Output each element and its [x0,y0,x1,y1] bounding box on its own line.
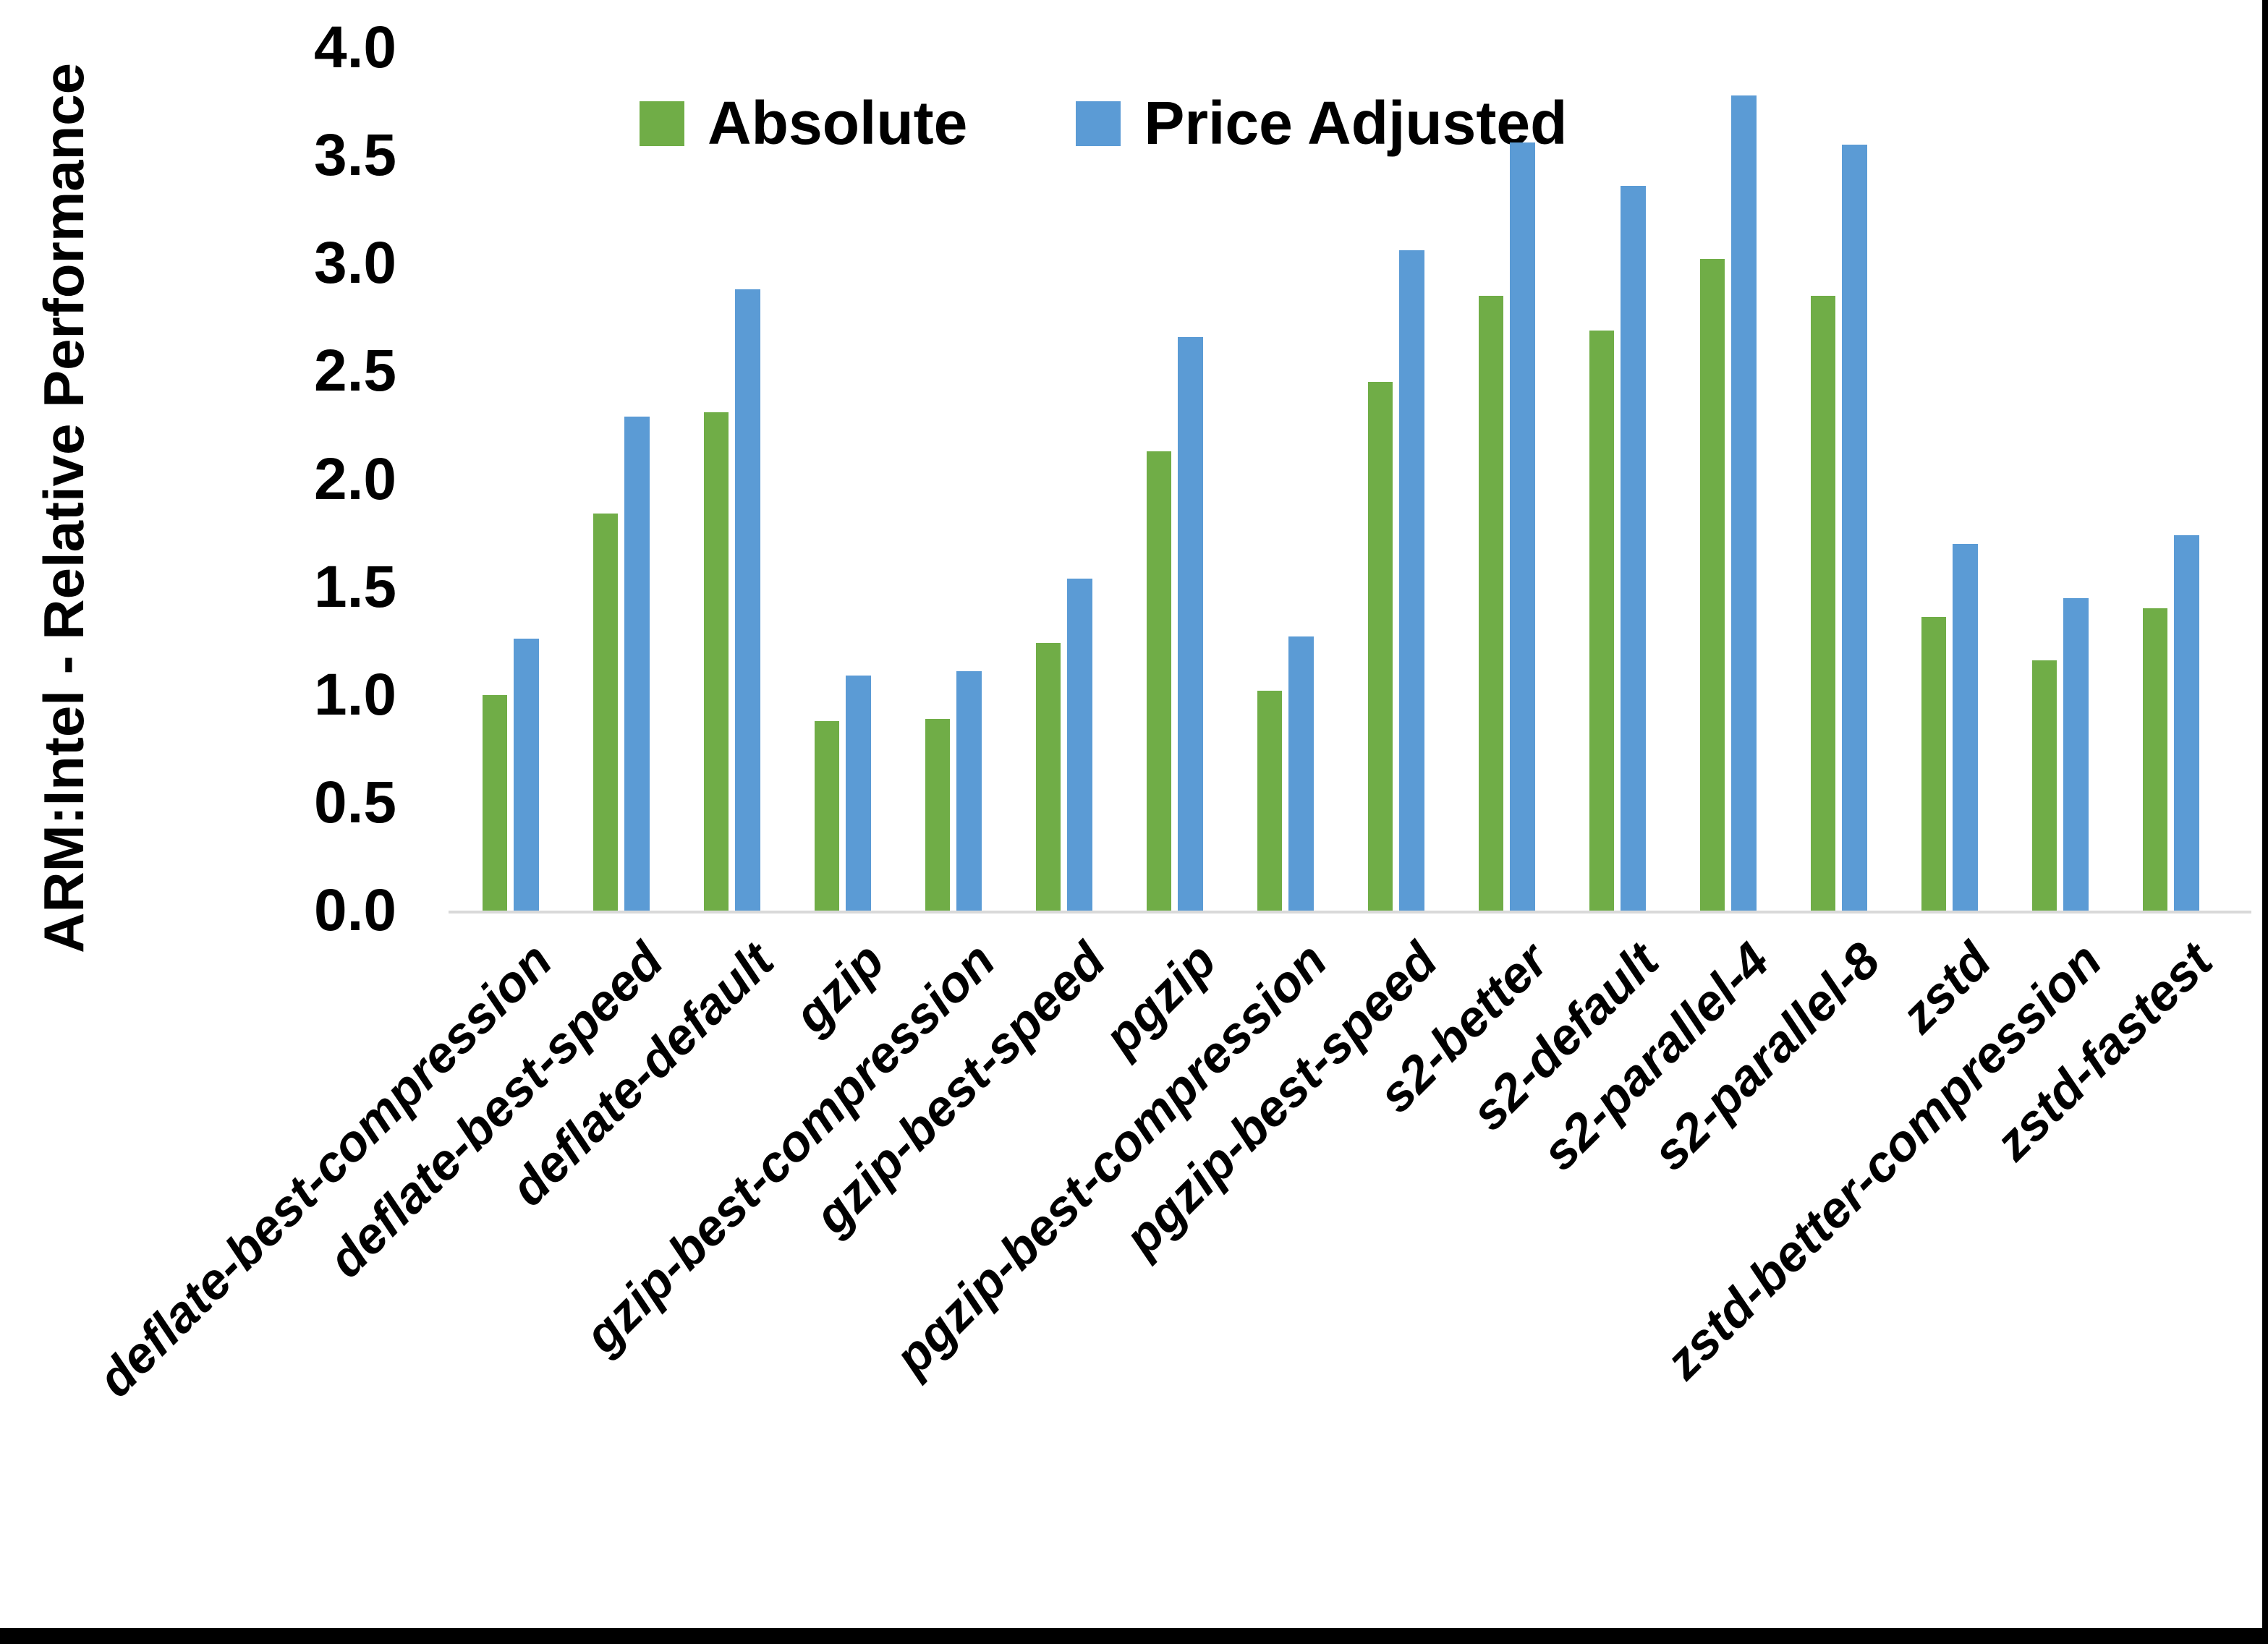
bar-s2-parallel-4-price-adjusted [1731,95,1757,911]
bar-zstd-absolute [1921,617,1946,911]
x-tick-label-deflate-best-compression: deflate-best-compression [87,932,563,1408]
bar-pgzip-best-compression-price-adjusted [1288,636,1314,911]
bar-zstd-price-adjusted [1953,544,1978,911]
bar-gzip-price-adjusted [846,676,871,911]
legend-label: Price Adjusted [1144,89,1568,157]
bar-deflate-best-speed-price-adjusted [624,417,650,911]
bar-s2-default-price-adjusted [1621,186,1646,911]
bar-deflate-best-compression-price-adjusted [514,639,539,911]
bar-deflate-best-speed-absolute [593,514,618,911]
bar-zstd-fastest-absolute [2143,608,2167,911]
bar-zstd-better-compression-absolute [2032,660,2057,911]
y-tick-label: 2.0 [314,446,396,512]
bar-s2-better-price-adjusted [1510,142,1535,911]
bar-zstd-better-compression-price-adjusted [2063,598,2089,911]
y-tick-label: 4.0 [314,14,396,80]
legend-label: Absolute [708,89,968,157]
bar-s2-default-absolute [1589,331,1614,911]
y-tick-label: 0.5 [314,769,396,835]
y-axis-title: ARM:Intel - Relative Performance [32,63,95,953]
bar-s2-parallel-4-absolute [1700,259,1725,911]
bar-pgzip-best-speed-absolute [1368,382,1393,911]
x-axis-line [449,911,2251,913]
y-tick-label: 1.0 [314,661,396,728]
y-tick-label: 1.5 [314,553,396,620]
y-tick-label: 3.5 [314,122,396,189]
legend: Absolute Price Adjusted [640,88,1567,158]
y-tick-label: 2.5 [314,338,396,404]
bar-s2-parallel-8-absolute [1811,296,1835,911]
plot-area [449,48,2250,911]
bar-deflate-default-price-adjusted [735,289,760,911]
legend-item-price-adjusted: Price Adjusted [1076,88,1567,158]
bar-gzip-best-compression-price-adjusted [956,671,982,911]
bar-s2-better-absolute [1479,296,1503,911]
bar-pgzip-best-compression-absolute [1257,691,1282,911]
bar-gzip-absolute [815,721,839,911]
bar-gzip-best-compression-absolute [925,719,950,911]
screen-edge-right [2262,0,2268,1644]
legend-swatch-icon [1076,101,1121,146]
legend-swatch-icon [640,101,684,146]
y-tick-label: 0.0 [314,877,396,943]
legend-item-absolute: Absolute [640,88,967,158]
bar-gzip-best-speed-price-adjusted [1067,579,1092,911]
screen-edge-bottom [0,1628,2268,1644]
bar-pgzip-absolute [1147,451,1171,911]
bar-zstd-fastest-price-adjusted [2174,535,2199,911]
bar-gzip-best-speed-absolute [1036,643,1061,911]
y-tick-label: 3.0 [314,230,396,297]
bar-deflate-default-absolute [704,412,729,911]
bar-s2-parallel-8-price-adjusted [1842,145,1867,911]
bar-pgzip-best-speed-price-adjusted [1399,250,1424,911]
bar-deflate-best-compression-absolute [483,695,507,911]
bar-pgzip-price-adjusted [1178,337,1203,911]
